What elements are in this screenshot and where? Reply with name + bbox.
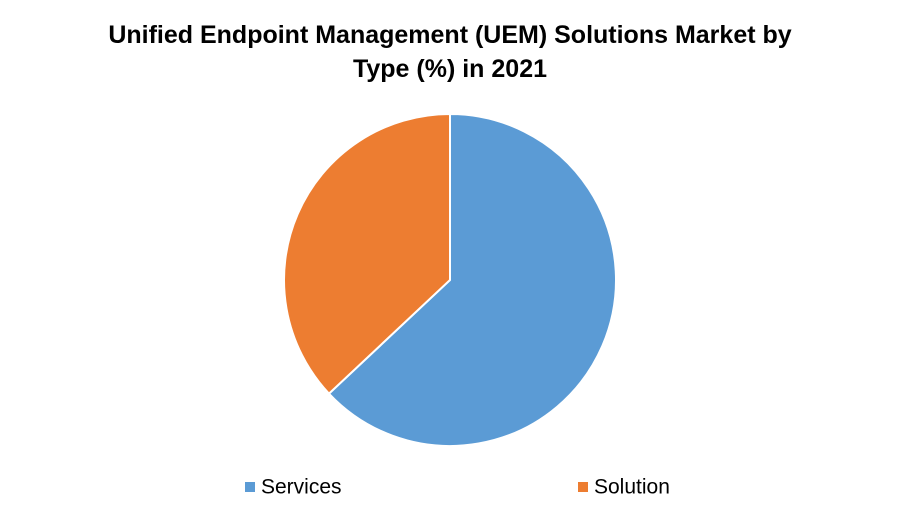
pie-slice <box>327 112 617 447</box>
legend-label: Solution <box>594 476 670 499</box>
chart-title: Unified Endpoint Management (UEM) Soluti… <box>108 21 792 83</box>
legend-swatch <box>578 482 588 492</box>
pie-slice <box>283 112 451 396</box>
legend-label: Services <box>261 476 342 499</box>
legend-swatch <box>245 482 255 492</box>
